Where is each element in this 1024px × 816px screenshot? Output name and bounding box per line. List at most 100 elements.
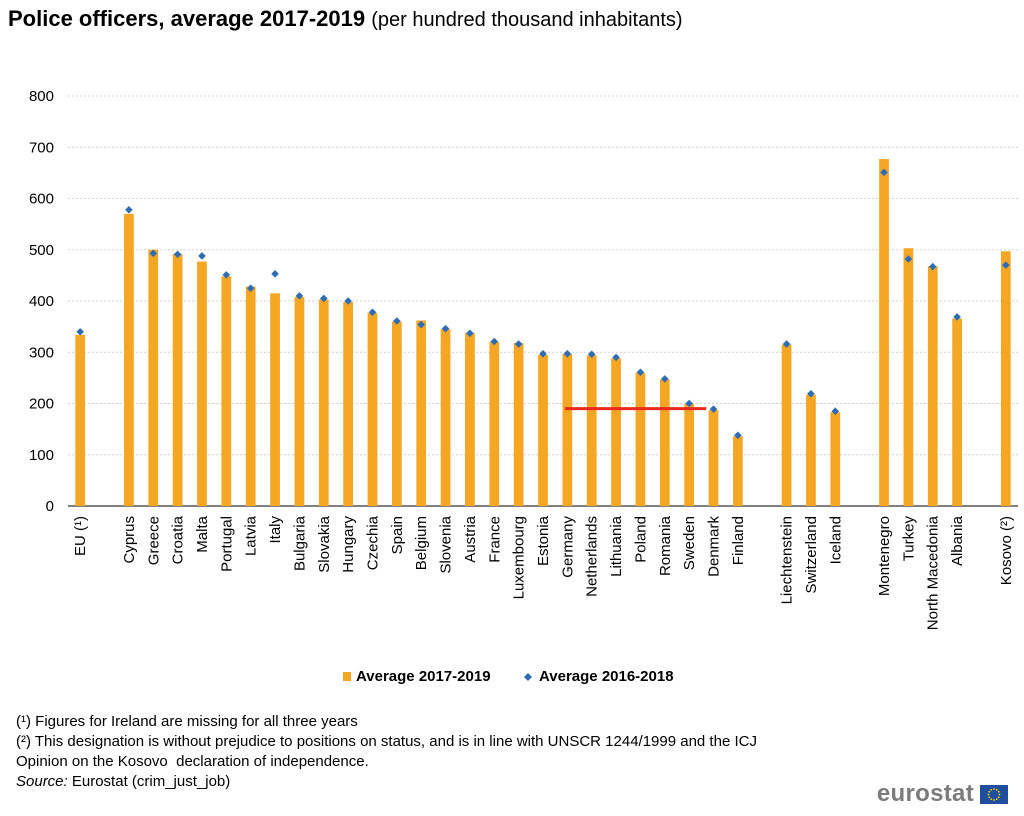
marker-turkey xyxy=(904,255,913,263)
x-tick-label-montenegro: Montenegro xyxy=(876,516,893,596)
x-tick-label-france: France xyxy=(486,516,503,563)
x-tick-label-albania: Albania xyxy=(949,515,966,566)
bar-chart: 0 100 200 300 400 500 600 700 800 EU (¹) Cyprus Gre… xyxy=(29,88,1018,685)
marker-belgium xyxy=(417,320,426,329)
marker-kosovo xyxy=(1002,261,1010,269)
bar-iceland xyxy=(830,412,841,506)
x-tick-label-croatia: Croatia xyxy=(170,515,187,564)
marker-north-macedonia xyxy=(928,262,937,271)
x-tick-label-sweden: Sweden xyxy=(681,516,698,570)
x-tick-label-luxembourg: Luxembourg xyxy=(511,516,528,599)
bar-malta xyxy=(197,261,207,506)
eurostat-logo: eurostat xyxy=(877,780,1008,808)
marker-hungary xyxy=(344,297,352,305)
marker-montenegro xyxy=(880,168,888,177)
x-tick-label-austria: Austria xyxy=(462,515,479,562)
legend-swatch-marker xyxy=(524,673,532,681)
x-tick-label-bulgaria: Bulgaria xyxy=(291,515,308,571)
y-tick-label-600: 600 xyxy=(29,191,54,208)
footnote-1: (¹) Figures for Ireland are missing for … xyxy=(16,713,358,730)
bar-slovakia xyxy=(318,299,329,506)
marker-germany xyxy=(563,349,572,358)
bar-sweden xyxy=(684,404,695,506)
marker-romania xyxy=(660,375,669,383)
y-tick-label-700: 700 xyxy=(29,139,54,156)
bar-kosovo xyxy=(1000,251,1011,506)
bar-montenegro xyxy=(879,159,889,506)
x-tick-label-germany: Germany xyxy=(559,516,576,578)
x-tick-label-czechia: Czechia xyxy=(364,515,381,570)
bar-luxembourg xyxy=(513,343,524,506)
x-tick-label-kosovo: Kosovo (²) xyxy=(998,516,1015,585)
bar-netherlands xyxy=(586,355,597,506)
y-tick-label-100: 100 xyxy=(29,447,54,464)
marker-lithuania xyxy=(612,353,620,362)
legend-label-marker: Average 2016-2018 xyxy=(539,668,674,685)
legend-swatch-bar xyxy=(343,672,351,681)
bar-finland xyxy=(733,436,743,506)
bar-turkey xyxy=(903,248,914,506)
marker-estonia xyxy=(539,349,547,358)
x-tick-label-lithuania: Lithuania xyxy=(608,515,625,577)
marker-croatia xyxy=(173,250,182,259)
marker-greece xyxy=(149,249,158,258)
marker-luxembourg xyxy=(514,340,523,348)
x-tick-label-malta: Malta xyxy=(194,515,211,552)
x-tick-label-denmark: Denmark xyxy=(706,516,723,577)
bar-portugal xyxy=(221,276,232,506)
footnotes: (¹) Figures for Ireland are missing for … xyxy=(16,712,757,792)
marker-finland xyxy=(734,431,742,440)
bar-germany xyxy=(562,353,573,506)
source-text: Eurostat (crim_just_job) xyxy=(67,773,231,790)
bar-liechtenstein xyxy=(781,344,792,506)
marker-iceland xyxy=(831,407,840,415)
footnote-2: (²) This designation is without prejudic… xyxy=(16,733,757,750)
bar-latvia xyxy=(245,286,256,506)
x-tick-label-estonia: Estonia xyxy=(535,515,552,566)
bar-denmark xyxy=(708,410,719,506)
legend-label-bar: Average 2017-2019 xyxy=(356,668,491,685)
x-tick-label-slovakia: Slovakia xyxy=(316,515,333,572)
bar-greece xyxy=(148,249,159,506)
marker-bulgaria xyxy=(295,292,304,300)
marker-albania xyxy=(953,313,961,321)
bar-czechia xyxy=(367,312,378,506)
bar-hungary xyxy=(343,302,353,506)
x-tick-label-liechtenstein: Liechtenstein xyxy=(779,516,796,604)
marker-poland xyxy=(636,368,645,377)
bar-romania xyxy=(659,379,670,506)
x-tick-label-switzerland: Switzerland xyxy=(803,516,820,594)
bar-switzerland xyxy=(806,394,816,506)
bar-estonia xyxy=(538,354,548,506)
x-tick-label-finland: Finland xyxy=(730,516,747,565)
marker-sweden xyxy=(685,399,693,408)
marker-netherlands xyxy=(587,350,596,359)
source-label: Source: xyxy=(16,773,68,790)
x-tick-label-spain: Spain xyxy=(389,516,406,554)
x-tick-label-italy: Italy xyxy=(267,516,284,544)
x-tick-label-eu: EU (¹) xyxy=(72,516,89,556)
bar-bulgaria xyxy=(294,296,305,506)
bar-belgium xyxy=(416,320,427,506)
x-tick-label-turkey: Turkey xyxy=(900,516,917,562)
x-tick-label-latvia: Latvia xyxy=(243,515,260,556)
bar-lithuania xyxy=(611,358,621,506)
marker-malta xyxy=(198,252,206,260)
bar-albania xyxy=(952,318,962,506)
x-tick-label-poland: Poland xyxy=(632,516,649,563)
x-tick-label-north-macedonia: North Macedonia xyxy=(925,515,942,630)
marker-eu xyxy=(76,327,84,336)
marker-spain xyxy=(393,317,401,325)
marker-cyprus xyxy=(125,205,133,214)
x-tick-label-greece: Greece xyxy=(145,516,162,565)
x-tick-label-cyprus: Cyprus xyxy=(121,516,138,564)
x-tick-label-portugal: Portugal xyxy=(218,516,235,572)
bar-italy xyxy=(270,293,280,506)
eu-flag-icon xyxy=(980,784,1008,804)
y-tick-label-400: 400 xyxy=(29,293,54,310)
bar-poland xyxy=(635,372,646,506)
marker-slovenia xyxy=(441,324,450,333)
bar-cyprus xyxy=(124,213,134,506)
x-tick-label-hungary: Hungary xyxy=(340,516,357,573)
bar-north-macedonia xyxy=(927,266,938,506)
